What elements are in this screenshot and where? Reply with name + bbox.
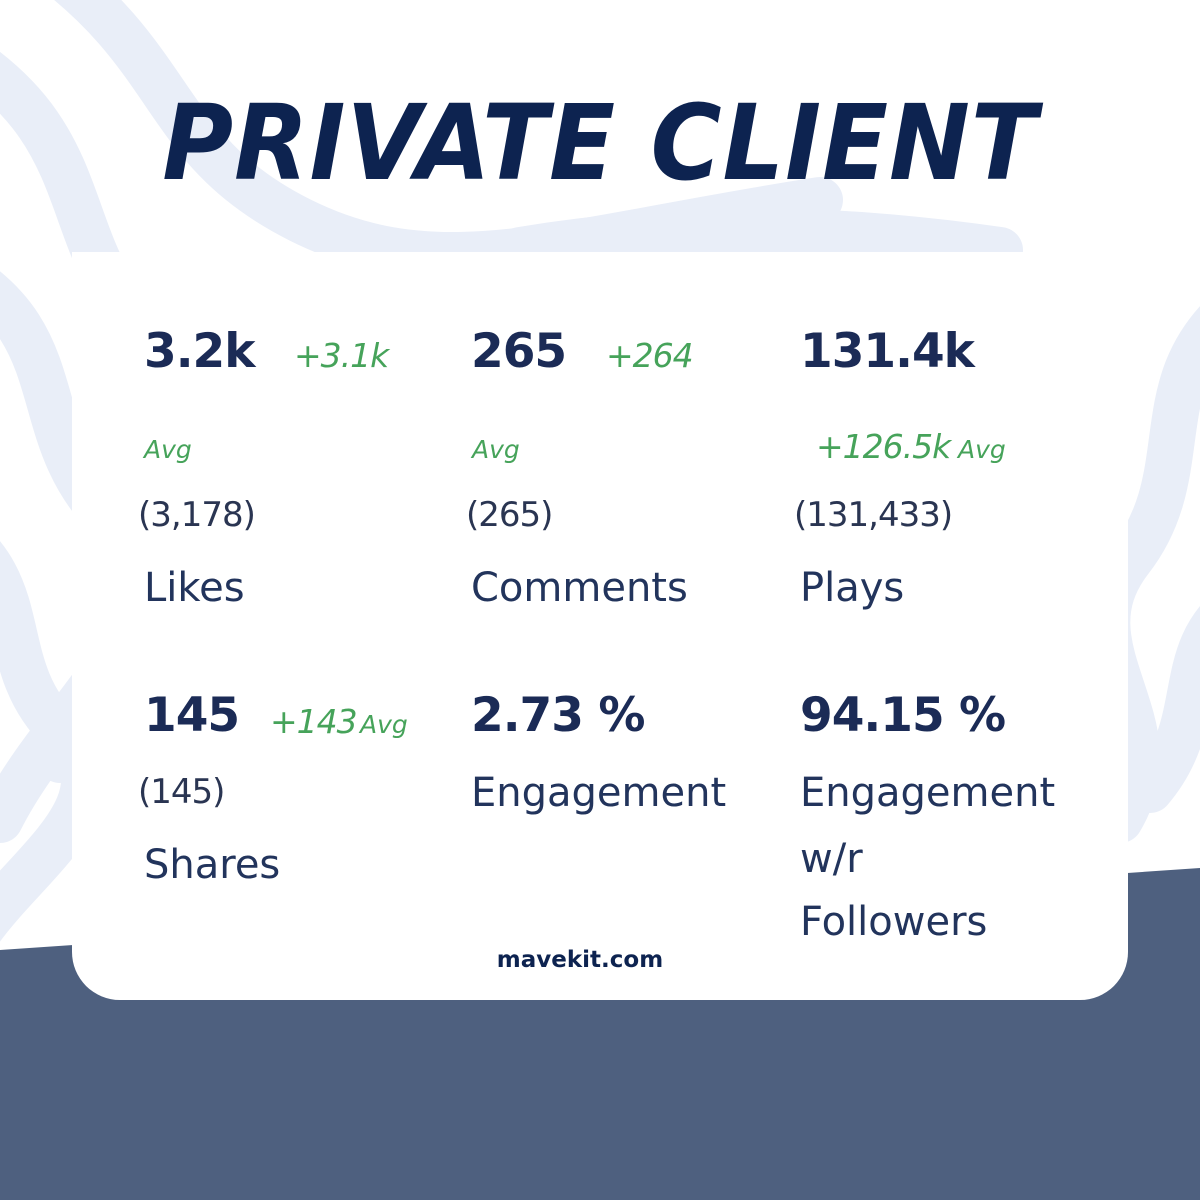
wave-stripe [497, 208, 1023, 273]
metric-delta: +143 [270, 702, 358, 741]
metric-label-line: Engagement [800, 770, 1056, 816]
stats-card: 3.2k +3.1k Avg (3,178) Likes 265 +264 Av… [72, 252, 1128, 1000]
metric-label-line: Followers [800, 899, 988, 945]
metric-label: Engagement [471, 770, 727, 816]
metric-value: 145 [144, 688, 240, 743]
metric-avg-label: Avg [360, 710, 408, 739]
metric-delta: +126.5k [816, 427, 951, 466]
metric-label: Likes [144, 565, 245, 611]
footer-link[interactable]: mavekit.com [496, 947, 664, 973]
wave-stripe [1084, 306, 1200, 843]
metric-delta: +3.1k [294, 336, 389, 375]
metric-raw-value: (3,178) [138, 495, 256, 535]
metric-avg-label: Avg [144, 435, 192, 464]
metric-value: 2.73 % [471, 688, 645, 743]
metric-delta: +264 [606, 336, 694, 375]
metric-label: Shares [144, 842, 281, 888]
metric-raw-value: (265) [466, 495, 553, 535]
metric-raw-value: (131,433) [794, 495, 953, 535]
metric-value: 265 [471, 324, 567, 379]
metric-avg-label: Avg [958, 435, 1006, 464]
wave-stripe [0, 541, 107, 942]
metric-label-line: w/r [800, 836, 863, 882]
page-title: PRIVATE CLIENT [162, 82, 1038, 204]
metric-raw-value: (145) [138, 772, 225, 812]
metric-value: 94.15 % [800, 688, 1006, 743]
wave-stripe [1127, 606, 1200, 813]
metric-label: Comments [471, 565, 688, 611]
metric-value: 131.4k [800, 324, 975, 379]
metric-avg-label: Avg [472, 435, 520, 464]
metric-value: 3.2k [144, 324, 256, 379]
metric-label: Plays [800, 565, 905, 611]
